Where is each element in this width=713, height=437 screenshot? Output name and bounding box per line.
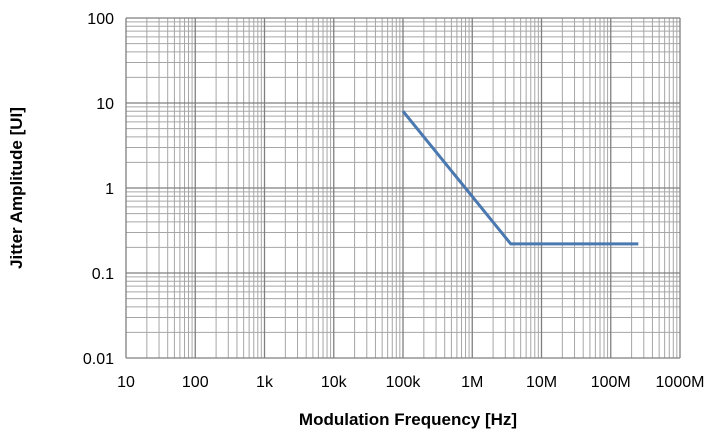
x-axis-title: Modulation Frequency [Hz] [299, 410, 517, 429]
y-tick-label: 0.1 [92, 266, 114, 283]
x-tick-label: 100M [591, 374, 631, 391]
x-tick-label: 100k [386, 374, 422, 391]
series-layer [401, 110, 639, 246]
y-tick-label: 100 [87, 11, 114, 28]
series-line [401, 110, 639, 246]
y-axis-title: Jitter Amplitude [UI] [7, 107, 26, 269]
y-tick-labels: 0.01 0.1 1 10 100 [83, 11, 114, 368]
x-tick-label: 100 [182, 374, 209, 391]
x-tick-label: 10M [526, 374, 557, 391]
x-tick-label: 10 [117, 374, 135, 391]
x-tick-label: 1000M [656, 374, 705, 391]
x-tick-label: 10k [321, 374, 348, 391]
x-tick-label: 1M [461, 374, 483, 391]
x-tick-labels: 10 100 1k 10k 100k 1M 10M 100M 1000M [117, 374, 704, 391]
y-tick-label: 0.01 [83, 351, 114, 368]
x-tick-label: 1k [256, 374, 274, 391]
y-tick-label: 10 [96, 96, 114, 113]
y-tick-label: 1 [105, 181, 114, 198]
major-gridlines [125, 17, 681, 359]
